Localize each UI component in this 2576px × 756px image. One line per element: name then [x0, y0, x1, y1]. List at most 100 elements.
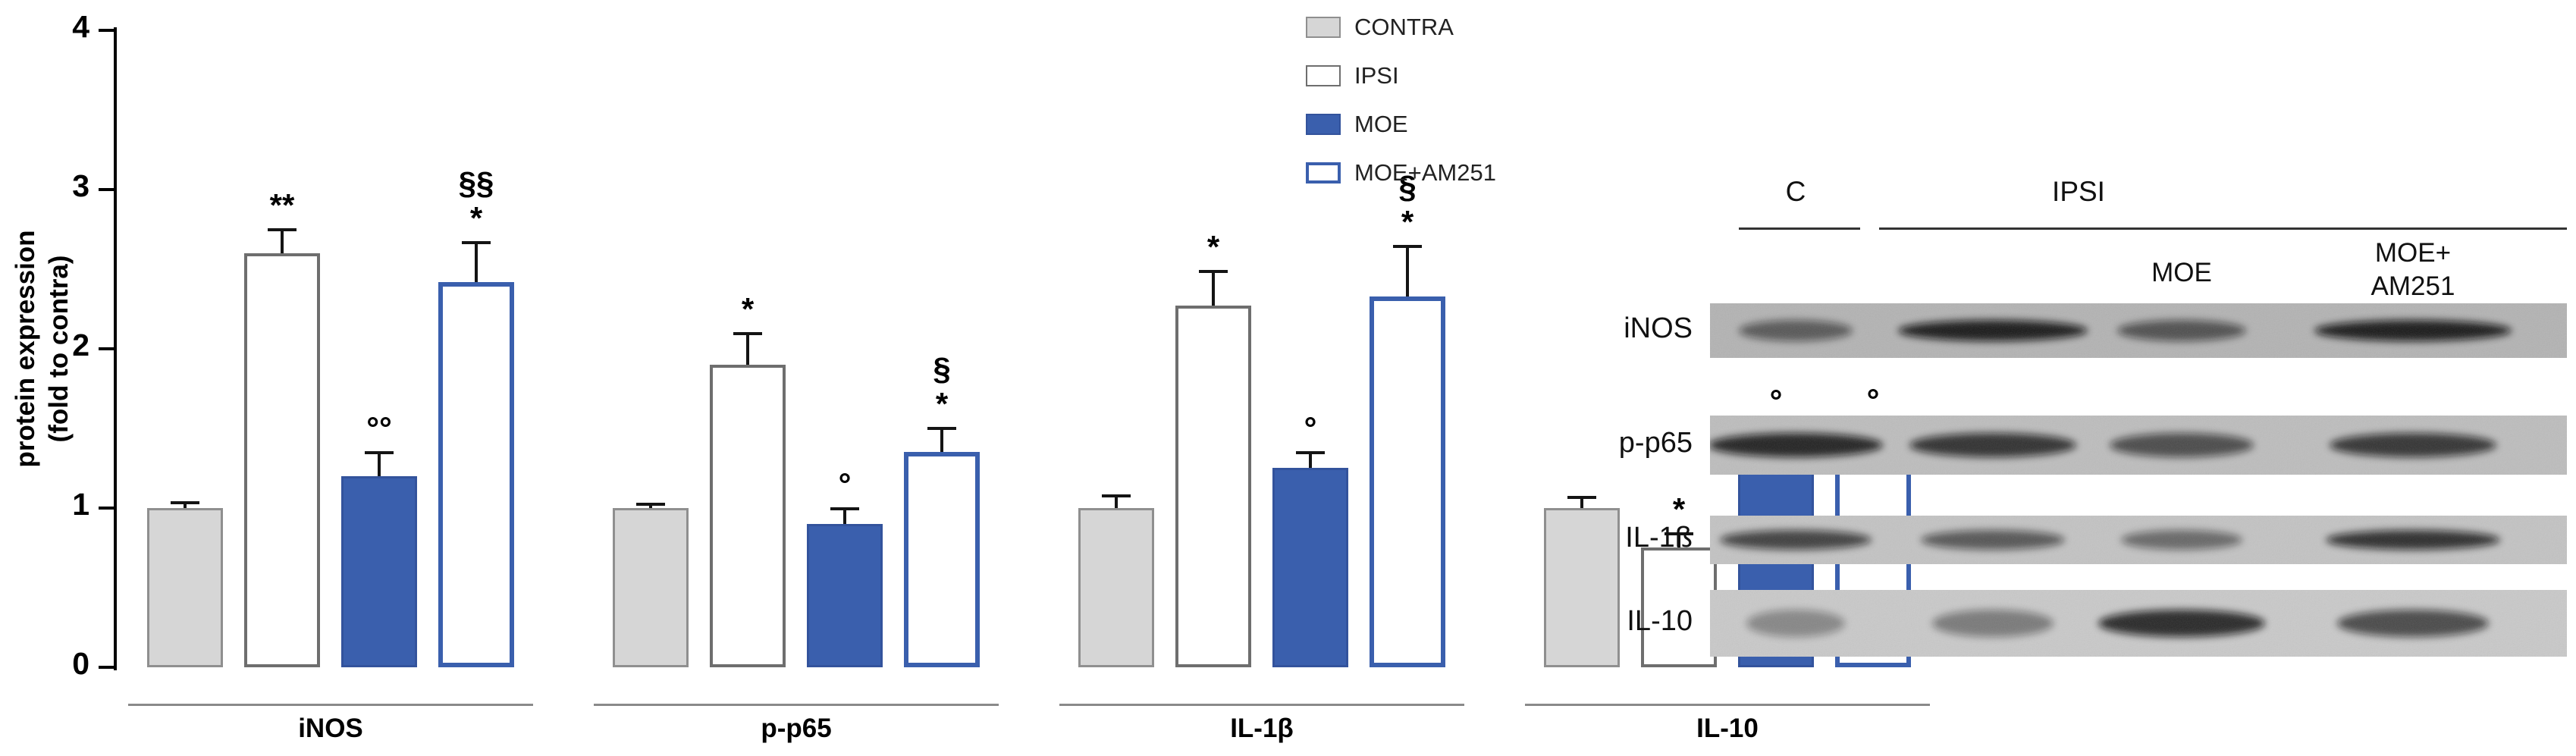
western-blot-panel: C IPSI MOE MOE+ AM251 iNOS p-p65 IL-1ß IL-1…	[1517, 0, 2576, 756]
blot-header-c-underline	[1739, 227, 1860, 230]
significance-annotation: § *	[1398, 169, 1417, 240]
bar-slot: °°	[341, 30, 417, 667]
bar-slot	[1078, 30, 1154, 667]
error-bar	[1580, 497, 1583, 508]
group-label: p-p65	[761, 714, 832, 743]
error-bar-cap	[365, 451, 394, 454]
bar-slot: °	[1272, 30, 1348, 667]
error-bar-cap	[1296, 451, 1325, 454]
bar-group-p-p65: * ° § * p-p65	[594, 30, 999, 744]
blot-grain	[1710, 303, 2567, 358]
blot-grain	[1710, 416, 2567, 475]
error-bar-cap	[1665, 532, 1693, 535]
error-bar-cap	[1102, 494, 1131, 497]
bar-group-inos: ** °° §§ * iNOS	[128, 30, 533, 744]
bar-contra	[147, 508, 223, 667]
bar-ipsi	[244, 253, 320, 667]
legend-item-contra: CONTRA	[1306, 14, 1496, 41]
bar-slot	[147, 30, 223, 667]
x-axis-group-line	[1525, 704, 1930, 706]
error-bar-cap	[733, 332, 762, 335]
significance-annotation: § *	[933, 351, 951, 422]
significance-annotation: °°	[366, 410, 392, 446]
bar-slot	[1544, 30, 1620, 667]
error-bar-cap	[268, 228, 297, 231]
bar-slot: § *	[904, 30, 980, 667]
bar-moe-am251	[438, 282, 514, 667]
legend-label: IPSI	[1354, 62, 1399, 89]
significance-annotation: °	[1304, 410, 1317, 446]
legend-swatch	[1306, 17, 1341, 38]
blot-strip-il-10	[1710, 590, 2567, 657]
significance-annotation: §§ *	[458, 165, 494, 236]
error-bar	[649, 503, 652, 508]
legend-label: MOE	[1354, 111, 1408, 137]
legend: CONTRA IPSI MOE MOE+AM251	[1306, 14, 1496, 208]
bar-group-bars: * ° § *	[1078, 30, 1445, 667]
error-bar	[281, 229, 284, 253]
x-axis-group-line	[1059, 704, 1464, 706]
error-bar-cap	[927, 427, 956, 430]
bar-contra	[1544, 508, 1620, 667]
y-tick-mark	[99, 29, 114, 32]
significance-annotation: °	[838, 466, 852, 502]
error-bar	[1406, 246, 1409, 296]
blot-row-label-inos: iNOS	[1624, 312, 1693, 344]
error-bar-cap	[1199, 270, 1228, 273]
bar-slot: *	[710, 30, 786, 667]
y-axis	[114, 27, 117, 670]
bar-slot: § *	[1370, 30, 1445, 667]
group-label: IL-1β	[1230, 714, 1294, 743]
bar-moe	[341, 476, 417, 667]
bar-contra	[1078, 508, 1154, 667]
error-bar	[1115, 495, 1118, 508]
error-bar	[940, 428, 943, 452]
error-bar	[184, 502, 187, 508]
y-tick-mark	[99, 188, 114, 191]
y-tick-label: 3	[72, 168, 89, 203]
error-bar-cap	[1567, 496, 1596, 499]
blot-subheader-moe-am251: MOE+ AM251	[2370, 238, 2455, 301]
error-bar	[746, 333, 749, 365]
error-bar-cap	[462, 241, 491, 244]
bar-slot: **	[244, 30, 320, 667]
legend-swatch	[1306, 162, 1341, 184]
x-axis-group-line	[128, 704, 533, 706]
blot-strip-inos	[1710, 303, 2567, 358]
bar-contra	[613, 508, 689, 667]
y-tick-label: 1	[72, 487, 89, 522]
error-bar-cap	[636, 503, 665, 506]
significance-annotation: *	[1672, 491, 1686, 527]
error-bar	[843, 508, 846, 524]
bar-moe-am251	[904, 452, 980, 667]
significance-annotation: *	[1206, 229, 1220, 265]
legend-swatch	[1306, 114, 1341, 135]
blot-grain	[1710, 590, 2567, 657]
blot-row-label-p-p65: p-p65	[1618, 427, 1693, 459]
bar-groups: ** °° §§ * iNOS * ° § * p-p65 * ° § * IL-1β * ° ° IL-10	[128, 30, 1930, 744]
legend-label: MOE+AM251	[1354, 159, 1496, 186]
group-label: IL-10	[1696, 714, 1759, 743]
x-axis-group-line	[594, 704, 999, 706]
bar-slot: §§ *	[438, 30, 514, 667]
bar-slot	[613, 30, 689, 667]
error-bar-cap	[1393, 245, 1422, 248]
bar-moe	[807, 524, 883, 667]
legend-item-ipsi: IPSI	[1306, 62, 1496, 89]
significance-annotation: **	[269, 187, 295, 223]
y-tick-mark	[99, 347, 114, 350]
error-bar-cap	[171, 501, 199, 504]
blot-header-ipsi-underline	[1879, 227, 2567, 230]
bar-group-bars: ** °° §§ *	[147, 30, 514, 667]
error-bar	[475, 242, 478, 282]
y-tick-mark	[99, 666, 114, 669]
error-bar	[1309, 452, 1312, 468]
y-tick-label: 0	[72, 646, 89, 681]
error-bar	[1677, 533, 1680, 547]
bar-moe-am251	[1370, 296, 1445, 667]
bar-slot: °	[807, 30, 883, 667]
blot-row-label-il-10: IL-10	[1627, 605, 1693, 637]
legend-item-moe: MOE	[1306, 111, 1496, 138]
legend-swatch	[1306, 65, 1341, 86]
error-bar	[1212, 271, 1215, 306]
